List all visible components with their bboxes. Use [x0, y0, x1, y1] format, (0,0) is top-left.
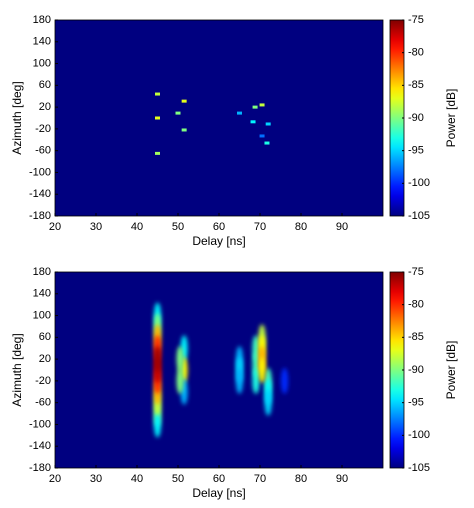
y-tick-label: 20: [39, 353, 51, 365]
y-tick-label: 100: [33, 57, 51, 69]
x-tick-label: 30: [90, 221, 102, 233]
y-tick-label: 180: [33, 266, 51, 278]
x-tick-label: 30: [90, 473, 102, 485]
colorbar-tick-label: -95: [408, 397, 424, 409]
y-tick-label: 20: [39, 101, 51, 113]
plot-marks: [154, 302, 289, 438]
y-tick-label: 60: [39, 331, 51, 343]
power-spot: [281, 367, 289, 394]
power-spot: [175, 111, 181, 115]
y-tick-label: -100: [29, 166, 51, 178]
y-tick-label: 100: [33, 309, 51, 321]
power-spot: [154, 411, 161, 438]
colorbar-tick-label: -90: [408, 364, 424, 376]
power-spot: [259, 134, 265, 138]
power-spot: [181, 99, 187, 103]
y-tick-label: -100: [29, 418, 51, 430]
x-tick-label: 50: [172, 221, 184, 233]
y-tick-label: -60: [35, 145, 51, 157]
x-axis-label: Delay [ns]: [192, 234, 245, 248]
y-tick-label: -20: [35, 123, 51, 135]
y-tick-label: 140: [33, 288, 51, 300]
plot-background: [55, 20, 383, 216]
power-spot: [264, 389, 272, 416]
colorbar-tick-label: -80: [408, 299, 424, 311]
y-tick-label: 180: [33, 14, 51, 26]
power-spot: [155, 151, 160, 155]
y-axis-label: Azimuth [deg]: [10, 81, 24, 154]
y-tick-label: 60: [39, 79, 51, 91]
colorbar-tick-label: -100: [408, 177, 430, 189]
y-tick-label: -180: [29, 210, 51, 222]
x-tick-label: 70: [254, 473, 266, 485]
plot-marks: [155, 92, 271, 155]
y-axis-label: Azimuth [deg]: [10, 333, 24, 406]
x-tick-label: 40: [131, 473, 143, 485]
y-tick-label: -180: [29, 462, 51, 474]
power-spot: [250, 120, 256, 124]
colorbar-tick-label: -100: [408, 429, 430, 441]
x-tick-label: 80: [295, 473, 307, 485]
x-tick-label: 60: [213, 473, 225, 485]
x-tick-label: 50: [172, 473, 184, 485]
y-tick-label: -60: [35, 397, 51, 409]
power-spot: [181, 128, 187, 132]
power-spot: [259, 103, 265, 107]
x-tick-label: 90: [336, 473, 348, 485]
colorbar-tick-label: -75: [408, 266, 424, 278]
colorbar-label: Power [dB]: [444, 89, 458, 148]
x-axis-label: Delay [ns]: [192, 486, 245, 500]
y-tick-label: -140: [29, 188, 51, 200]
plot-background: [55, 272, 383, 468]
power-spot: [236, 367, 243, 394]
y-tick-label: -140: [29, 440, 51, 452]
power-spot: [237, 111, 242, 115]
colorbar-tick-label: -105: [408, 462, 430, 474]
colorbar-tick-label: -95: [408, 145, 424, 157]
colorbar-label: Power [dB]: [444, 341, 458, 400]
x-tick-label: 20: [49, 473, 61, 485]
colorbar-tick-label: -90: [408, 112, 424, 124]
power-spot: [252, 105, 258, 109]
power-spot: [264, 141, 270, 145]
colorbar-tick-label: -105: [408, 210, 430, 222]
x-tick-label: 70: [254, 221, 266, 233]
power-spot: [258, 357, 266, 383]
power-spot: [252, 367, 260, 394]
x-tick-label: 20: [49, 221, 61, 233]
power-spot: [155, 116, 160, 120]
power-spot: [176, 367, 184, 394]
power-spot: [176, 346, 184, 373]
y-tick-label: -20: [35, 375, 51, 387]
power-spot: [154, 346, 161, 373]
power-spot: [155, 92, 160, 96]
colorbar-tick-label: -80: [408, 47, 424, 59]
x-tick-label: 40: [131, 221, 143, 233]
colorbar: [389, 19, 405, 217]
colorbar-tick-label: -85: [408, 331, 424, 343]
x-tick-label: 90: [336, 221, 348, 233]
colorbar-tick-label: -85: [408, 79, 424, 91]
x-tick-label: 80: [295, 221, 307, 233]
power-spot: [265, 122, 271, 126]
y-tick-label: 140: [33, 36, 51, 48]
colorbar: [389, 271, 405, 469]
x-tick-label: 60: [213, 221, 225, 233]
colorbar-tick-label: -75: [408, 14, 424, 26]
